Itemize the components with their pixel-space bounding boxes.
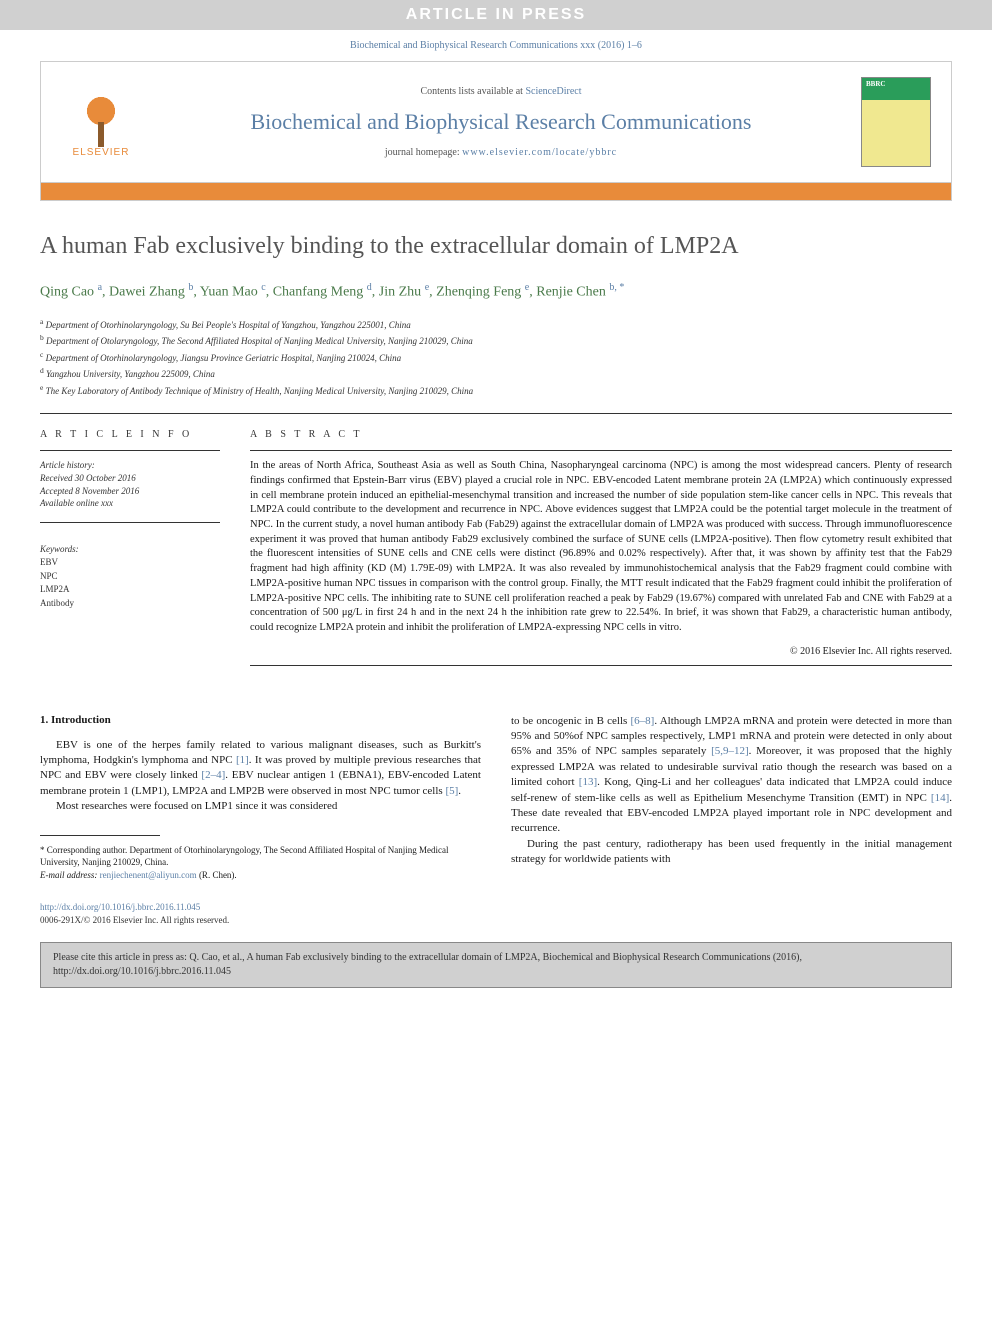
journal-header: ELSEVIER Contents lists available at Sci… <box>40 61 952 183</box>
corresponding-footnote: * Corresponding author. Department of Ot… <box>40 844 481 882</box>
intro-p2: Most researches were focused on LMP1 sin… <box>40 799 481 814</box>
intro-p1: EBV is one of the herpes family related … <box>40 738 481 800</box>
contents-prefix: Contents lists available at <box>420 86 525 97</box>
homepage-line: journal homepage: www.elsevier.com/locat… <box>141 147 861 158</box>
email-suffix: (R. Chen). <box>197 870 237 880</box>
sciencedirect-link[interactable]: ScienceDirect <box>525 86 581 97</box>
doi-block: http://dx.doi.org/10.1016/j.bbrc.2016.11… <box>40 901 952 926</box>
email-label: E-mail address: <box>40 870 100 880</box>
accepted-date: Accepted 8 November 2016 <box>40 485 220 498</box>
intro-p4: During the past century, radiotherapy ha… <box>511 837 952 868</box>
elsevier-logo: ELSEVIER <box>61 77 141 167</box>
keywords-block: Keywords: EBVNPCLMP2AAntibody <box>40 543 220 611</box>
journal-cover-thumbnail <box>861 77 931 167</box>
introduction-heading: 1. Introduction <box>40 714 481 726</box>
abstract-bottom-divider <box>250 665 952 666</box>
doi-link[interactable]: http://dx.doi.org/10.1016/j.bbrc.2016.11… <box>40 902 200 912</box>
right-column: to be oncogenic in B cells [6–8]. Althou… <box>511 714 952 882</box>
email-link[interactable]: renjiechenent@aliyun.com <box>100 870 197 880</box>
journal-title: Biochemical and Biophysical Research Com… <box>141 109 861 135</box>
authors-list: Qing Cao a, Dawei Zhang b, Yuan Mao c, C… <box>40 282 952 301</box>
article-title: A human Fab exclusively binding to the e… <box>40 231 952 262</box>
abstract-copyright: © 2016 Elsevier Inc. All rights reserved… <box>250 646 952 657</box>
body-columns: 1. Introduction EBV is one of the herpes… <box>40 714 952 882</box>
abstract-column: A B S T R A C T In the areas of North Af… <box>250 429 952 673</box>
citation-box: Please cite this article in press as: Q.… <box>40 942 952 988</box>
contents-line: Contents lists available at ScienceDirec… <box>141 86 861 97</box>
received-date: Received 30 October 2016 <box>40 472 220 485</box>
homepage-prefix: journal homepage: <box>385 147 462 158</box>
divider-1 <box>40 413 952 414</box>
keywords-divider <box>40 522 220 523</box>
info-abstract-row: A R T I C L E I N F O Article history: R… <box>40 429 952 673</box>
elsevier-tree-icon <box>71 87 131 147</box>
online-date: Available online xxx <box>40 497 220 510</box>
keywords-label: Keywords: <box>40 543 220 557</box>
history-label: Article history: <box>40 459 220 472</box>
article-in-press-banner: ARTICLE IN PRESS <box>0 0 992 30</box>
intro-p3: to be oncogenic in B cells [6–8]. Althou… <box>511 714 952 837</box>
orange-divider-bar <box>40 183 952 201</box>
elsevier-text: ELSEVIER <box>73 147 130 158</box>
journal-reference: Biochemical and Biophysical Research Com… <box>0 30 992 61</box>
header-center: Contents lists available at ScienceDirec… <box>141 86 861 158</box>
main-content: A human Fab exclusively binding to the e… <box>40 231 952 881</box>
abstract-text: In the areas of North Africa, Southeast … <box>250 459 952 635</box>
homepage-link[interactable]: www.elsevier.com/locate/ybbrc <box>462 147 617 158</box>
abstract-divider <box>250 450 952 451</box>
article-info-heading: A R T I C L E I N F O <box>40 429 220 440</box>
info-divider <box>40 450 220 451</box>
left-column: 1. Introduction EBV is one of the herpes… <box>40 714 481 882</box>
history-block: Article history: Received 30 October 201… <box>40 459 220 509</box>
corresponding-text: * Corresponding author. Department of Ot… <box>40 844 481 869</box>
footnote-divider <box>40 835 160 836</box>
affiliations-list: a Department of Otorhinolaryngology, Su … <box>40 316 952 399</box>
article-info-column: A R T I C L E I N F O Article history: R… <box>40 429 220 673</box>
issn-copyright: 0006-291X/© 2016 Elsevier Inc. All right… <box>40 915 229 925</box>
abstract-heading: A B S T R A C T <box>250 429 952 440</box>
email-line: E-mail address: renjiechenent@aliyun.com… <box>40 869 481 882</box>
